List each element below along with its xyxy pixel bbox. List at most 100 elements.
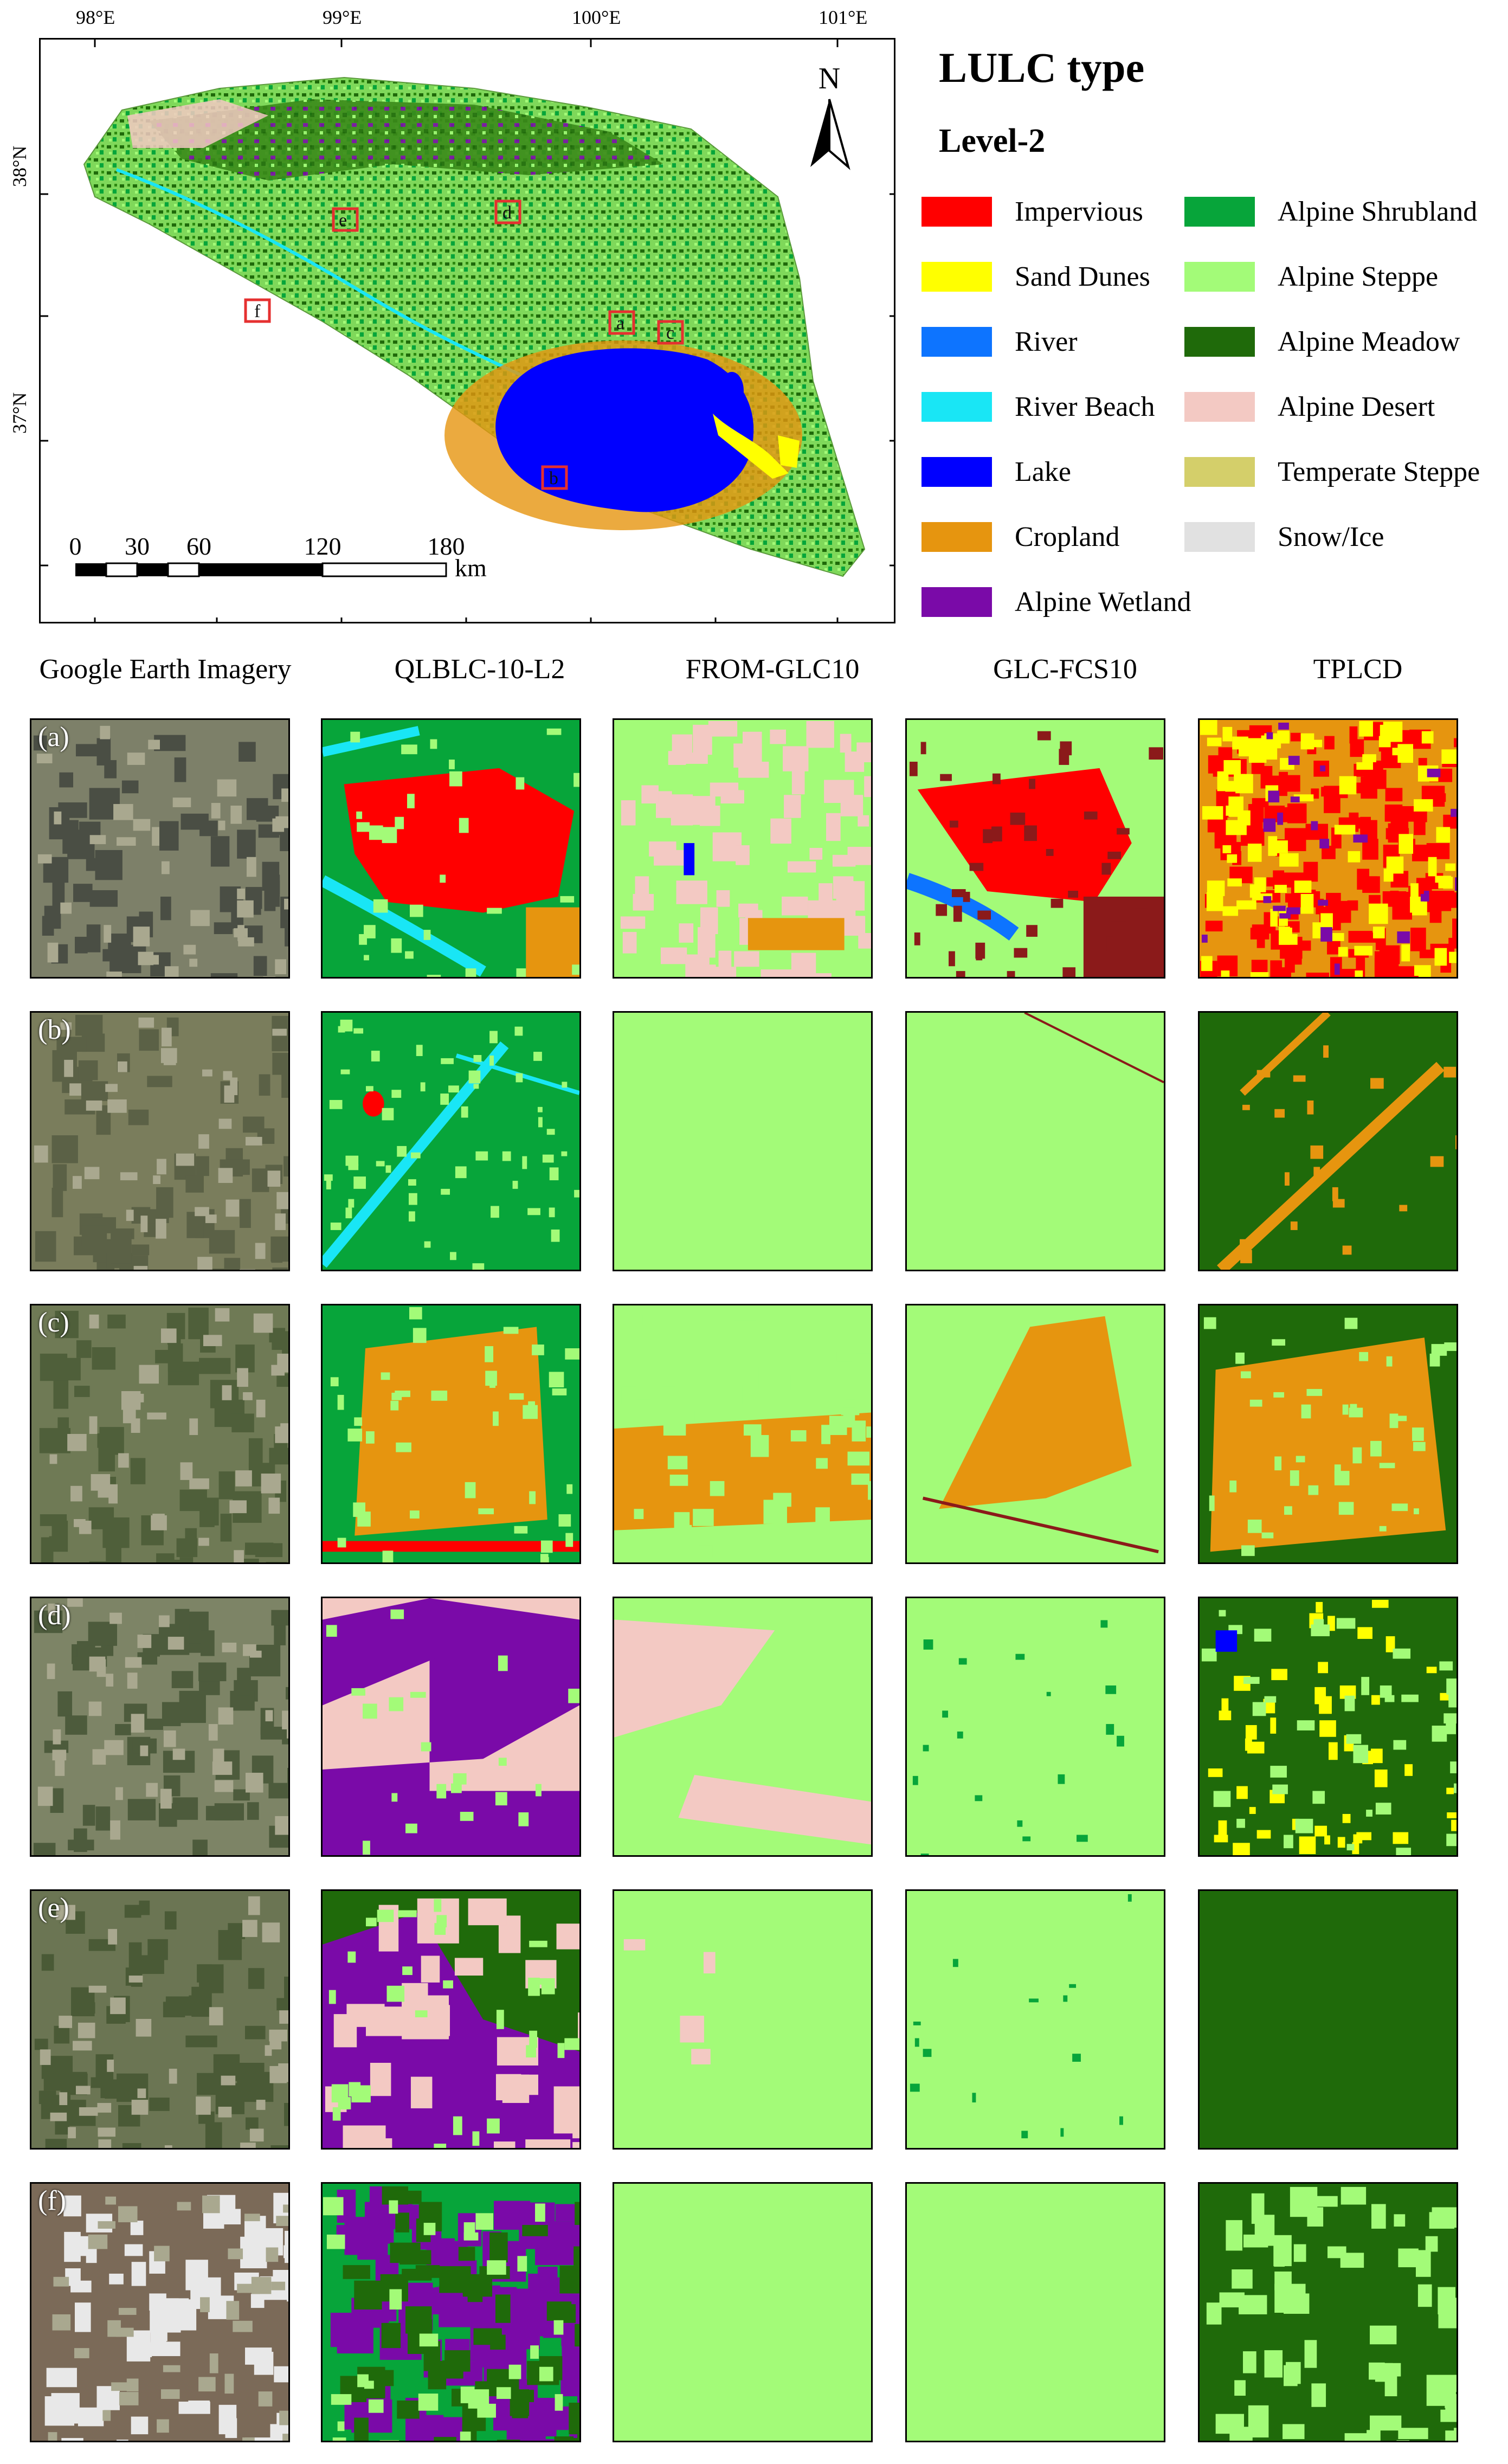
svg-text:30: 30 (125, 532, 150, 560)
north-arrow: N (810, 62, 850, 170)
svg-text:60: 60 (186, 532, 211, 560)
legend-item-lake: Lake (921, 455, 1071, 488)
legend-label: Impervious (1015, 196, 1143, 227)
legend-title: LULC type (939, 44, 1145, 91)
panel-imagery-row-3: (c) (30, 1304, 290, 1564)
panel-imagery-row-5: (e) (30, 1889, 290, 2150)
legend-label: Snow/Ice (1278, 521, 1384, 552)
panel-fromglc-row-1 (613, 718, 873, 979)
scale-unit: km (455, 554, 487, 582)
panel-qlblc-row-6 (321, 2182, 581, 2442)
row-label: (d) (38, 1600, 71, 1631)
panel-imagery-row-4: (d) (30, 1597, 290, 1857)
panel-tplcd-row-6 (1198, 2182, 1458, 2442)
site-c: c (666, 323, 674, 343)
legend-swatch (921, 261, 992, 292)
row-label: (e) (38, 1893, 69, 1923)
row-label: (a) (38, 722, 69, 752)
lat-tick-37: 37°N (9, 392, 30, 434)
legend-swatch (1184, 456, 1255, 487)
col-header-glcfcs: GLC-FCS10 (993, 654, 1137, 685)
legend-item-snow-ice: Snow/Ice (1184, 520, 1384, 553)
river-line (115, 168, 546, 388)
legend-label: Sand Dunes (1015, 261, 1150, 292)
legend-item-alpine-meadow: Alpine Meadow (1184, 325, 1460, 358)
panel-tplcd-row-2 (1198, 1011, 1458, 1271)
small-lake (720, 372, 744, 410)
panel-fromglc-row-5 (613, 1889, 873, 2150)
map-frame: e d a c f b N 0 30 60 120 180 (39, 38, 895, 623)
legend-label: Cropland (1015, 521, 1120, 552)
legend-label: River (1015, 326, 1078, 357)
col-header-qlblc: QLBLC-10-L2 (394, 654, 565, 685)
panel-imagery-row-6: (f) (30, 2182, 290, 2442)
legend-swatch (921, 587, 992, 617)
lake (495, 348, 754, 512)
row-label: (c) (38, 1307, 69, 1338)
row-label: (f) (38, 2185, 66, 2216)
row-label: (b) (38, 1014, 71, 1045)
scale-bar: 0 30 60 120 180 km (69, 532, 487, 582)
site-d: d (502, 203, 512, 223)
legend-item-alpine-steppe: Alpine Steppe (1184, 260, 1438, 293)
panel-glcfcs-row-1 (905, 718, 1165, 979)
sand-dunes (713, 414, 789, 479)
svg-text:0: 0 (69, 532, 82, 560)
legend-label: River Beach (1015, 391, 1155, 422)
panel-fromglc-row-3 (613, 1304, 873, 1564)
legend-item-alpine-wetland: Alpine Wetland (921, 586, 1191, 618)
lat-tick-38: 38°N (9, 145, 30, 187)
panel-tplcd-row-1 (1198, 718, 1458, 979)
panel-glcfcs-row-5 (905, 1889, 1165, 2150)
legend-label: Alpine Shrubland (1278, 196, 1478, 227)
col-header-imagery: Google Earth Imagery (39, 654, 292, 685)
panel-imagery-row-2: (b) (30, 1011, 290, 1271)
legend-swatch (1184, 196, 1255, 227)
legend-label: Temperate Steppe (1278, 456, 1480, 487)
basin-map: e d a c f b N 0 30 60 120 180 (41, 40, 894, 622)
site-markers: e d a c f b (244, 200, 684, 490)
legend-item-temperate-steppe: Temperate Steppe (1184, 455, 1480, 488)
svg-text:120: 120 (304, 532, 341, 560)
panel-tplcd-row-4 (1198, 1597, 1458, 1857)
northern-ridge (149, 99, 664, 181)
lon-tick-98: 98°E (76, 7, 115, 28)
legend-swatch (921, 391, 992, 422)
legend-item-impervious: Impervious (921, 195, 1143, 228)
panel-qlblc-row-5 (321, 1889, 581, 2150)
lon-tick-99: 99°E (323, 7, 362, 28)
panel-fromglc-row-2 (613, 1011, 873, 1271)
legend-swatch (921, 456, 992, 487)
panel-qlblc-row-4 (321, 1597, 581, 1857)
legend-item-alpine-shrubland: Alpine Shrubland (1184, 195, 1477, 228)
panel-qlblc-row-1 (321, 718, 581, 979)
legend-swatch (921, 326, 992, 357)
graticule-ticks (41, 40, 894, 622)
legend-label: Alpine Meadow (1278, 326, 1460, 357)
site-a: a (616, 313, 624, 333)
legend-swatch (921, 196, 992, 227)
site-b: b (549, 468, 558, 488)
panel-tplcd-row-5 (1198, 1889, 1458, 2150)
legend-label: Lake (1015, 456, 1071, 487)
lon-tick-101: 101°E (819, 7, 868, 28)
legend-swatch (1184, 326, 1255, 357)
legend-label: Alpine Wetland (1015, 586, 1191, 617)
legend-swatch (1184, 391, 1255, 422)
legend-subtitle: Level-2 (939, 123, 1046, 159)
site-e: e (339, 210, 347, 230)
col-header-fromglc: FROM-GLC10 (685, 654, 860, 685)
panel-glcfcs-row-6 (905, 2182, 1165, 2442)
legend-label: Alpine Steppe (1278, 261, 1439, 292)
panel-qlblc-row-3 (321, 1304, 581, 1564)
legend-item-river: River (921, 325, 1078, 358)
panel-qlblc-row-2 (321, 1011, 581, 1271)
panel-imagery-row-1: (a) (30, 718, 290, 979)
legend-swatch (921, 522, 992, 552)
panel-glcfcs-row-4 (905, 1597, 1165, 1857)
legend-item-river-beach: River Beach (921, 390, 1155, 423)
col-header-tplcd: TPLCD (1313, 654, 1403, 685)
alpine-desert-zone (127, 99, 268, 148)
panel-glcfcs-row-2 (905, 1011, 1165, 1271)
lon-tick-100: 100°E (572, 7, 621, 28)
